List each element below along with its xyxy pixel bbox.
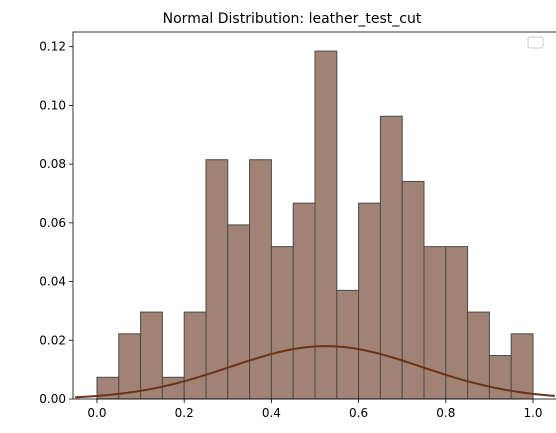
legend-box (528, 37, 543, 48)
x-tick-label: 0.0 (87, 406, 106, 420)
histogram-bar (489, 356, 511, 399)
y-tick-label: 0.08 (39, 157, 66, 171)
histogram-bar (271, 247, 293, 399)
histogram-bar (424, 247, 446, 399)
histogram-bar (162, 377, 184, 399)
y-axis: 0.00 0.02 0.04 0.06 0.08 0.10 0.12 (39, 40, 73, 406)
x-axis: 0.0 0.2 0.4 0.6 0.8 1.0 (87, 399, 542, 420)
y-tick-label: 0.10 (39, 98, 66, 112)
y-tick-label: 0.00 (39, 392, 66, 406)
x-tick-label: 0.2 (175, 406, 194, 420)
chart-title: Normal Distribution: leather_test_cut (163, 11, 422, 27)
histogram-bar (184, 312, 206, 399)
histogram-bar (359, 203, 381, 399)
histogram-bar (119, 334, 141, 399)
histogram-bar (141, 312, 163, 399)
x-tick-label: 1.0 (523, 406, 542, 420)
y-tick-label: 0.06 (39, 216, 66, 230)
histogram-bar (293, 203, 315, 399)
histogram-bar (250, 160, 272, 399)
histogram-bar (228, 225, 250, 399)
x-tick-label: 0.8 (436, 406, 455, 420)
y-tick-label: 0.12 (39, 40, 66, 54)
histogram-bar (206, 160, 228, 399)
x-tick-label: 0.6 (349, 406, 368, 420)
y-tick-label: 0.02 (39, 333, 66, 347)
histogram-bar (511, 334, 533, 399)
x-tick-label: 0.4 (262, 406, 281, 420)
y-tick-label: 0.04 (39, 275, 66, 289)
histogram-bar (337, 290, 359, 399)
